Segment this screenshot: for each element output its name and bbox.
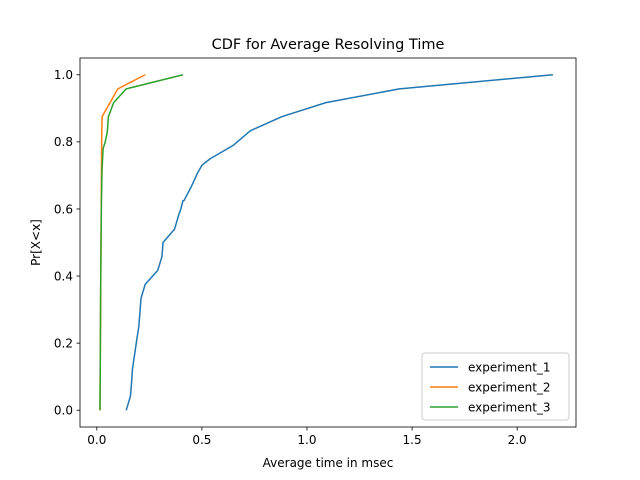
series-line-experiment_3 (99, 74, 184, 411)
y-axis-label: Pr[X<x] (29, 219, 43, 266)
x-axis: 0.0 0.5 1.0 1.5 2.0 (87, 427, 527, 447)
x-tick-label: 1.5 (403, 433, 422, 447)
series-layer (99, 74, 553, 411)
y-tick-label: 0.8 (54, 135, 73, 149)
legend-box (421, 352, 570, 421)
series-line-experiment_1 (125, 74, 553, 411)
legend: experiment_1 experiment_2 experiment_3 (421, 352, 570, 421)
y-tick-label: 0.0 (54, 404, 73, 418)
x-tick-label: 2.0 (508, 433, 527, 447)
legend-label-experiment_1: experiment_1 (468, 360, 551, 374)
y-tick-label: 0.6 (54, 202, 73, 216)
legend-label-experiment_2: experiment_2 (468, 380, 551, 394)
x-axis-label: Average time in msec (263, 456, 394, 470)
chart-title: CDF for Average Resolving Time (212, 37, 445, 53)
x-tick-label: 1.0 (297, 433, 316, 447)
y-tick-label: 0.4 (54, 269, 73, 283)
y-tick-label: 1.0 (54, 68, 73, 82)
legend-label-experiment_3: experiment_3 (468, 400, 551, 414)
plot-frame (79, 57, 577, 428)
y-tick-label: 0.2 (54, 336, 73, 350)
x-tick-label: 0.0 (87, 433, 106, 447)
y-axis: 0.0 0.2 0.4 0.6 0.8 1.0 (54, 68, 80, 418)
x-tick-label: 0.5 (192, 433, 211, 447)
